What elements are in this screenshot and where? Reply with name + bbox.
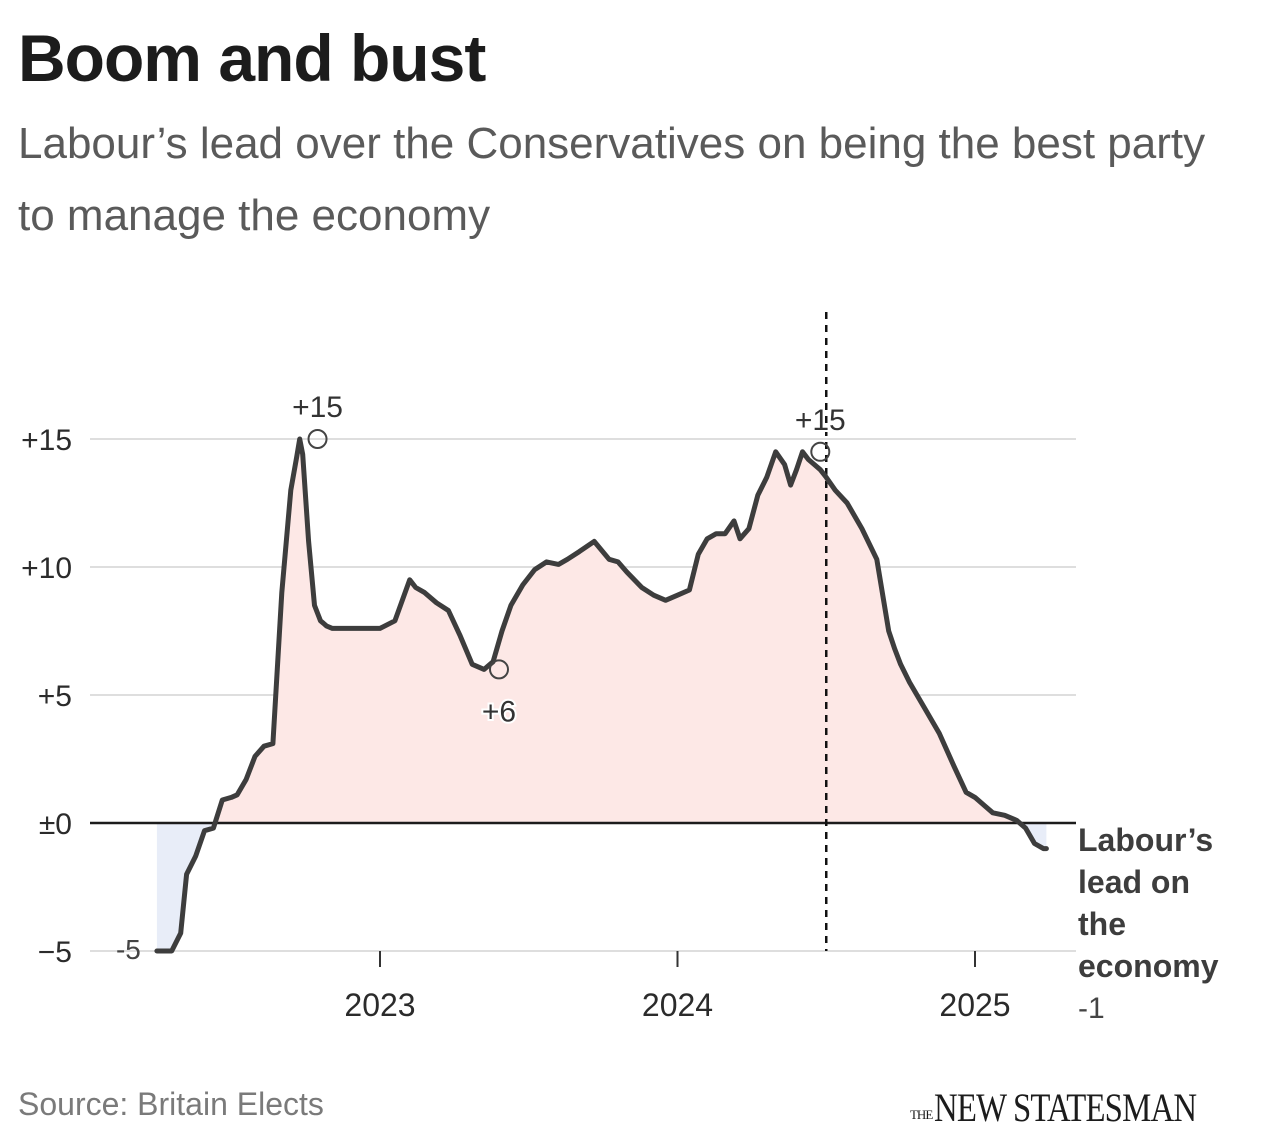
y-axis: +15 +10 +5 ±0 −5 <box>21 424 72 969</box>
y-tick-label: +5 <box>38 680 72 713</box>
series-end-label-line: lead on <box>1078 864 1190 900</box>
chart-title: Boom and bust <box>18 21 486 95</box>
series-end-value: -1 <box>1078 992 1105 1025</box>
series-end-label-line: Labour’s <box>1078 822 1213 858</box>
annotation-label: +15 <box>795 404 846 437</box>
x-tick-label: 2023 <box>344 987 415 1023</box>
positive-area-1 <box>215 439 1020 823</box>
logo-the: THE <box>909 1107 933 1122</box>
series-line <box>154 436 1049 954</box>
series-end-label-line: economy <box>1078 948 1219 984</box>
logo-name: NEW STATESMAN <box>934 1085 1197 1130</box>
negative-area-0 <box>156 823 215 951</box>
source-note: Source: Britain Elects <box>18 1086 324 1122</box>
annotation-marker <box>810 441 831 462</box>
series-labels: -5 Labour’s lead on the economy -1 <box>116 822 1219 1025</box>
annotation-marker <box>489 659 509 680</box>
x-tick-label: 2025 <box>939 987 1010 1023</box>
x-axis: 2023 2024 2025 <box>344 951 1011 1023</box>
annotation-marker <box>307 429 328 449</box>
publisher-logo: THE NEW STATESMAN <box>910 1084 1254 1131</box>
series-start-label: -5 <box>116 934 141 965</box>
annotations: +15 +6 +15 <box>290 389 848 730</box>
y-tick-label: +10 <box>21 552 72 585</box>
series-end-label: Labour’s lead on the economy <box>1078 822 1219 984</box>
y-tick-label: +15 <box>21 424 72 457</box>
x-tick-label: 2024 <box>642 987 713 1023</box>
series-line-group <box>154 436 1049 954</box>
series-end-label-line: the <box>1078 906 1126 942</box>
chart-subtitle: Labour’s lead over the Conservatives on … <box>18 119 1206 240</box>
y-tick-label: −5 <box>38 936 72 969</box>
annotation-label: +6 <box>482 695 516 728</box>
y-tick-label: ±0 <box>39 808 72 841</box>
annotation-label: +15 <box>292 391 343 424</box>
negative-area-2 <box>1019 823 1047 849</box>
area-fills <box>156 439 1047 951</box>
